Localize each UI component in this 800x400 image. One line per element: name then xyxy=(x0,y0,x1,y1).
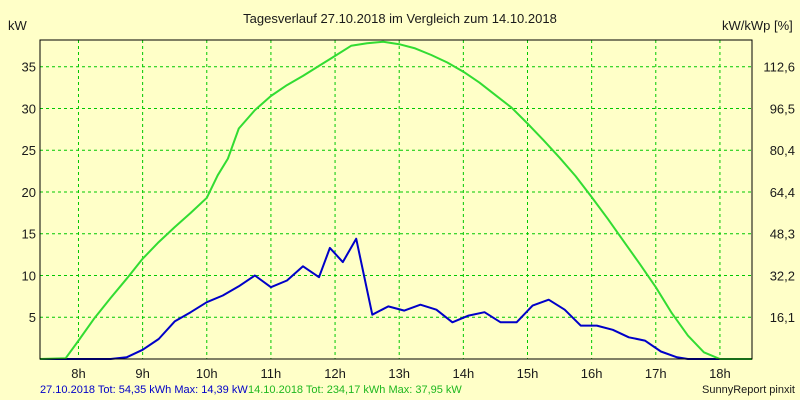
y-left-tick-label: 10 xyxy=(22,268,36,283)
y-right-tick-label: 32,2 xyxy=(770,268,795,283)
y-left-tick-label: 5 xyxy=(29,310,36,325)
y-axis-right: 16,1 32,2 48,3 64,4 80,4 96,5 112,6 xyxy=(763,60,795,326)
y-right-tick-label: 16,1 xyxy=(770,310,795,325)
x-tick-label: 10h xyxy=(196,366,218,381)
grid xyxy=(40,40,752,359)
y-left-tick-label: 30 xyxy=(22,101,36,116)
plot-frame xyxy=(39,39,753,360)
y-left-tick-label: 35 xyxy=(22,60,36,75)
y-axis-left: 5 10 15 20 25 30 35 xyxy=(22,60,36,326)
y-right-tick-label: 48,3 xyxy=(770,227,795,242)
y-left-tick-label: 25 xyxy=(22,143,36,158)
series-lines xyxy=(39,40,752,360)
y-right-tick-label: 112,6 xyxy=(763,60,795,75)
y-right-tick-label: 80,4 xyxy=(770,143,795,158)
footer-series1: 27.10.2018 Tot: 54,35 kWh Max: 14,39 kW xyxy=(40,384,248,396)
y-left-tick-label: 15 xyxy=(22,227,36,242)
y-left-tick-label: 20 xyxy=(22,185,36,200)
x-tick-label: 17h xyxy=(645,366,667,381)
footer-credit: SunnyReport pinxit xyxy=(702,384,795,396)
y-axis-right-label: kW/kWp [%] xyxy=(722,18,793,33)
x-tick-label: 12h xyxy=(324,366,346,381)
footer-series2: 14.10.2018 Tot: 234,17 kWh Max: 37,95 kW xyxy=(248,384,462,396)
x-tick-label: 13h xyxy=(388,366,410,381)
chart-title: Tagesverlauf 27.10.2018 im Vergleich zum… xyxy=(243,11,557,26)
y-right-tick-label: 64,4 xyxy=(770,185,795,200)
x-tick-label: 16h xyxy=(581,366,603,381)
x-tick-label: 9h xyxy=(135,366,149,381)
series-line-2 xyxy=(39,40,752,360)
y-right-tick-label: 96,5 xyxy=(770,101,795,116)
x-axis: 8h 9h 10h 11h 12h 13h 14h 15h 16h 17h 18h xyxy=(71,366,731,381)
x-tick-label: 11h xyxy=(261,366,282,381)
x-tick-label: 18h xyxy=(709,366,731,381)
x-tick-label: 15h xyxy=(517,366,539,381)
y-axis-left-label: kW xyxy=(8,18,28,33)
x-tick-label: 14h xyxy=(452,366,474,381)
series-line-1 xyxy=(40,237,752,360)
x-tick-label: 8h xyxy=(71,366,85,381)
